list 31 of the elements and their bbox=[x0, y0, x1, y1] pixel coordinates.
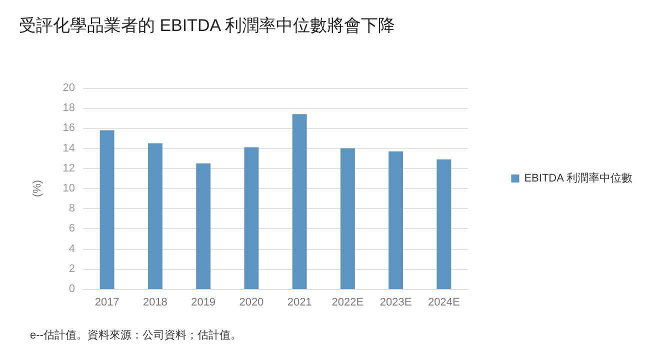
bar bbox=[196, 163, 211, 289]
bar bbox=[340, 148, 355, 289]
x-tick-label: 2022E bbox=[332, 296, 364, 308]
y-tick-label: 18 bbox=[62, 102, 75, 114]
y-tick-label: 2 bbox=[68, 262, 75, 275]
y-tick-label: 12 bbox=[62, 162, 75, 174]
x-tick-label: 2024E bbox=[428, 296, 460, 308]
bar bbox=[148, 143, 162, 289]
y-tick-label: 20 bbox=[62, 82, 75, 94]
y-tick-label: 4 bbox=[68, 242, 75, 255]
x-tick-label: 2021 bbox=[287, 296, 312, 308]
bar bbox=[244, 147, 259, 289]
y-tick-label: 10 bbox=[62, 182, 75, 194]
x-tick-label: 2018 bbox=[142, 296, 168, 308]
x-tick-label: 2019 bbox=[191, 296, 216, 308]
bar bbox=[292, 114, 307, 289]
chart-title: 受評化學品業者的 EBITDA 利潤率中位數將會下降 bbox=[19, 16, 395, 35]
bar bbox=[436, 159, 452, 289]
y-tick-label: 8 bbox=[68, 202, 75, 215]
x-tick-label: 2017 bbox=[94, 296, 120, 308]
y-tick-label: 0 bbox=[68, 283, 75, 295]
y-tick-label: 14 bbox=[62, 142, 75, 154]
bar bbox=[100, 130, 114, 289]
text: e--估計值。資料來源：公司資料；估計值。 bbox=[30, 328, 242, 342]
legend-label: EBITDA 利潤率中位數 bbox=[524, 172, 632, 184]
y-tick-label: 16 bbox=[62, 122, 75, 134]
y-tick-label: 6 bbox=[68, 222, 75, 235]
x-tick-label: 2020 bbox=[239, 296, 264, 308]
x-tick-label: 2023E bbox=[380, 296, 412, 308]
bar bbox=[388, 151, 404, 289]
y-axis-title: (%) bbox=[32, 180, 44, 198]
